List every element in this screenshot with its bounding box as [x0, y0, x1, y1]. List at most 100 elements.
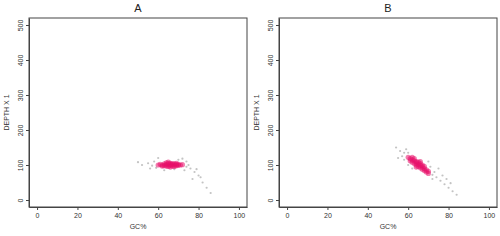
y-tick-label: 100: [267, 160, 274, 172]
plot-frame: [279, 18, 497, 207]
point: [153, 160, 155, 162]
point: [185, 160, 187, 162]
x-tick-mark: [408, 207, 409, 210]
point: [403, 152, 405, 154]
point: [449, 182, 451, 184]
x-tick-label: 40: [364, 212, 372, 219]
title: B: [384, 2, 391, 14]
point: [395, 146, 397, 148]
point: [177, 159, 179, 161]
y-tick-mark: [276, 130, 279, 131]
y-axis: 0100200300400500: [267, 19, 280, 208]
x-tick-mark: [158, 207, 159, 210]
y-axis-line: [29, 19, 30, 208]
point: [181, 158, 183, 160]
y-tick-mark: [26, 60, 29, 61]
y-tick-mark: [26, 95, 29, 96]
y-axis: 0100200300400500: [17, 19, 30, 208]
points: [137, 157, 212, 194]
point: [403, 159, 405, 161]
y-tick-label: 200: [17, 125, 24, 137]
point: [431, 174, 433, 176]
y-tick: 100: [267, 160, 279, 172]
x-tick-label: 60: [405, 212, 413, 219]
panel: 0204060801000100200300400500AGC%DEPTH X …: [3, 2, 248, 230]
point: [206, 187, 208, 189]
x-tick-label: 100: [234, 212, 246, 219]
y-tick: 500: [267, 20, 279, 32]
point: [193, 171, 195, 173]
point: [163, 169, 165, 171]
y-tick: 0: [17, 198, 29, 202]
x-tick-mark: [327, 207, 328, 210]
plot-frame: [29, 18, 247, 207]
y-tick-label: 100: [17, 160, 24, 172]
point: [141, 164, 143, 166]
x-axis-title: GC%: [130, 223, 147, 230]
point: [437, 167, 439, 169]
point: [185, 166, 187, 168]
x-axis-line: [30, 207, 248, 208]
point: [210, 192, 212, 194]
y-tick-mark: [26, 200, 29, 201]
point: [191, 178, 193, 180]
x-tick-mark: [287, 207, 288, 210]
point: [195, 168, 197, 170]
x-tick: 100: [484, 207, 496, 219]
point: [422, 164, 427, 169]
y-tick-mark: [276, 95, 279, 96]
x-tick-mark: [118, 207, 119, 210]
point: [439, 180, 441, 182]
x-tick-mark: [449, 207, 450, 210]
point: [180, 162, 185, 167]
y-tick-label: 200: [267, 125, 274, 137]
x-tick-label: 80: [195, 212, 203, 219]
x-axis-title: GC%: [380, 223, 397, 230]
y-tick-mark: [26, 130, 29, 131]
x-tick-mark: [37, 207, 38, 210]
point: [149, 167, 151, 169]
point: [399, 150, 401, 152]
point: [201, 181, 203, 183]
point: [183, 169, 185, 171]
x-axis: 020406080100: [30, 207, 248, 219]
y-tick-mark: [276, 165, 279, 166]
point: [407, 164, 409, 166]
y-tick-label: 0: [267, 198, 274, 202]
y-tick-mark: [276, 60, 279, 61]
y-tick: 300: [267, 90, 279, 102]
point: [174, 161, 179, 166]
x-tick-mark: [77, 207, 78, 210]
x-tick: 40: [364, 207, 372, 219]
point: [445, 178, 447, 180]
y-tick-label: 500: [17, 20, 24, 32]
x-axis: 0 20 40 60 80 100: [280, 207, 498, 219]
y-tick: 500: [17, 20, 29, 32]
point: [451, 190, 453, 192]
x-tick-label: 20: [324, 212, 332, 219]
figure: 0204060801000100200300400500AGC%DEPTH X …: [0, 0, 500, 236]
point: [411, 167, 413, 169]
y-tick-label: 400: [17, 55, 24, 67]
points: [395, 146, 458, 195]
x-tick: 100: [234, 207, 246, 219]
x-tick-label: 0: [286, 212, 290, 219]
x-tick: 80: [195, 207, 203, 219]
y-tick: 0: [267, 198, 279, 202]
point: [147, 162, 149, 164]
y-tick: 400: [17, 55, 29, 67]
x-tick: 80: [445, 207, 453, 219]
x-tick-label: 60: [155, 212, 163, 219]
point: [168, 165, 173, 170]
y-tick-mark: [276, 25, 279, 26]
x-tick-label: 80: [445, 212, 453, 219]
y-tick: 200: [17, 125, 29, 137]
y-tick-mark: [26, 25, 29, 26]
y-tick-mark: [276, 200, 279, 201]
point: [407, 152, 409, 154]
y-axis-title: DEPTH X 1: [253, 94, 260, 130]
panel: 0204060801000100200300400500BGC%DEPTH X …: [253, 2, 498, 230]
point: [433, 171, 435, 173]
x-tick-mark: [489, 207, 490, 210]
x-tick-mark: [368, 207, 369, 210]
